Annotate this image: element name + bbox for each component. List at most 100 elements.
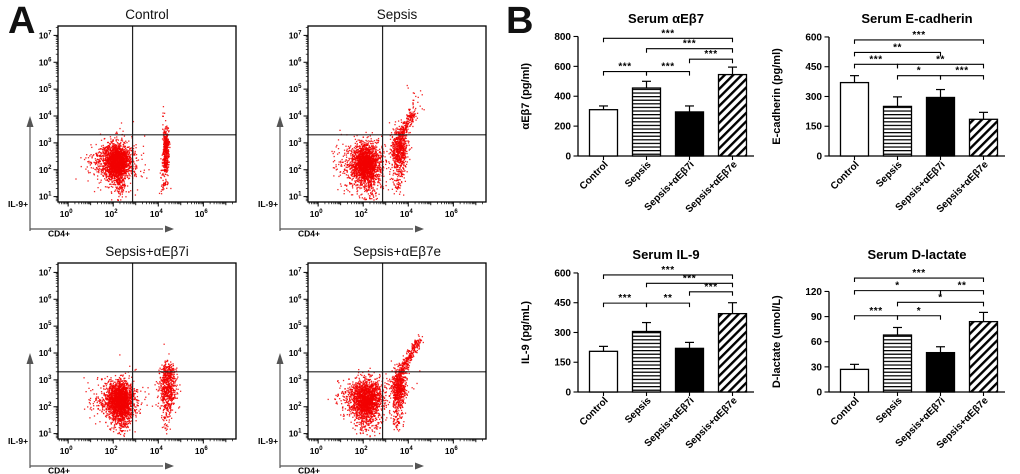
svg-text:106: 106 — [195, 209, 208, 219]
y-axis-arrow: IL-9+ — [258, 353, 284, 468]
svg-text:60: 60 — [811, 337, 823, 348]
svg-text:104: 104 — [150, 446, 163, 456]
svg-text:90: 90 — [811, 312, 823, 323]
svg-text:0: 0 — [816, 388, 822, 399]
svg-text:104: 104 — [39, 111, 52, 121]
bar-Control — [839, 368, 870, 393]
y-axis-label: αEβ7 (pg/ml) — [520, 63, 532, 130]
svg-text:IL-9+: IL-9+ — [8, 436, 28, 446]
bar-Control — [588, 350, 619, 393]
svg-text:102: 102 — [355, 209, 368, 219]
svg-text:101: 101 — [289, 192, 302, 202]
svg-text:106: 106 — [39, 57, 52, 67]
panel-a-flow-grid: 101 102 103 104 105 106 107 100 102 104 106 IL-9+ CD… — [6, 0, 506, 474]
quadrant-gate-lines — [58, 26, 236, 202]
svg-text:800: 800 — [554, 32, 571, 43]
flow-plot-title: Control — [125, 7, 169, 22]
flow-scatter-points — [309, 27, 485, 201]
x-axis-ticks: 100 102 104 106 — [58, 202, 233, 219]
svg-text:101: 101 — [39, 192, 52, 202]
category-label: Sepsis — [874, 395, 905, 426]
y-axis-ticks: 101 102 103 104 105 106 107 — [39, 26, 58, 202]
bar-Sepsis+αEβ7e — [717, 312, 748, 393]
svg-text:600: 600 — [554, 62, 571, 73]
svg-text:105: 105 — [39, 84, 52, 94]
significance-label: ** — [958, 281, 967, 292]
flow-plot-axes: 101 102 103 104 105 106 107 100 102 104 106 IL-9+ CD… — [258, 25, 487, 239]
svg-text:103: 103 — [289, 375, 302, 385]
significance-label: * — [938, 292, 942, 303]
svg-text:CD4+: CD4+ — [298, 466, 320, 474]
significance-label: *** — [704, 49, 717, 60]
significance-label: * — [917, 66, 921, 77]
svg-text:106: 106 — [445, 209, 458, 219]
significance-label: *** — [869, 54, 882, 65]
significance-label: *** — [618, 62, 631, 73]
bar-Sepsis+αEβ7e — [968, 320, 999, 393]
x-axis-arrow: CD4+ — [280, 462, 424, 474]
flow-plot-sepsis: 101 102 103 104 105 106 107 100 102 104 106 IL-9+ CD… — [256, 0, 506, 239]
y-axis: 0 30 60 90 120 D-lactate (umol/L) — [771, 287, 830, 399]
svg-text:106: 106 — [195, 446, 208, 456]
y-axis-ticks: 101 102 103 104 105 106 107 — [289, 263, 308, 439]
svg-text:107: 107 — [289, 30, 302, 40]
bar-Sepsis — [882, 105, 913, 157]
flow-scatter-points — [59, 27, 235, 201]
y-axis-label: IL-9 (pg/mL) — [520, 301, 532, 364]
svg-text:103: 103 — [39, 375, 52, 385]
quadrant-gate-lines — [308, 263, 486, 439]
bar-chart-serum-d-lactate: Serum D-lactate 0 30 60 90 120 D-lactate (umol… — [763, 242, 1014, 472]
significance-label: *** — [912, 30, 925, 41]
svg-text:107: 107 — [39, 267, 52, 277]
significance-label: *** — [661, 28, 674, 39]
panel-b-label: B — [506, 0, 534, 42]
significance-label: ** — [664, 293, 673, 304]
chart-title: Serum IL-9 — [632, 247, 699, 262]
svg-text:CD4+: CD4+ — [298, 229, 320, 238]
significance-label: *** — [704, 282, 717, 293]
significance-label: *** — [661, 265, 674, 276]
svg-text:103: 103 — [39, 138, 52, 148]
svg-text:102: 102 — [105, 446, 118, 456]
significance-label: *** — [661, 62, 674, 73]
svg-text:120: 120 — [805, 287, 822, 298]
svg-text:103: 103 — [289, 138, 302, 148]
x-axis-arrow: CD4+ — [30, 462, 174, 474]
svg-text:200: 200 — [554, 122, 571, 133]
significance-label: ** — [893, 42, 902, 53]
svg-text:106: 106 — [39, 294, 52, 304]
plot-frame — [307, 25, 487, 203]
svg-text:105: 105 — [289, 321, 302, 331]
svg-text:300: 300 — [805, 92, 822, 103]
bar-chart-serum-il9: Serum IL-9 0 150 300 450 600 IL-9 (pg/mL) Contr… — [512, 242, 763, 472]
svg-text:450: 450 — [554, 298, 571, 309]
bar-Sepsis+αEβ7e — [717, 73, 748, 157]
flow-plot-axes: 101 102 103 104 105 106 107 100 102 104 106 IL-9+ CD… — [258, 262, 487, 474]
significance-label: *** — [869, 306, 882, 317]
y-axis-label: E-cadherin (pg/ml) — [771, 48, 783, 145]
svg-text:105: 105 — [39, 321, 52, 331]
category-label: Sepsis — [874, 159, 905, 190]
bar-Sepsis+αEβ7i — [925, 96, 956, 157]
flow-plot-axes-wrap: 101 102 103 104 105 106 107 100 102 104 106 IL-9+ CD… — [6, 237, 256, 474]
svg-text:400: 400 — [554, 92, 571, 103]
panel-b-chart-grid: Serum αEβ7 0 200 400 600 800 αEβ7 (pg/ml) Contr… — [512, 6, 1014, 472]
svg-text:100: 100 — [310, 446, 323, 456]
svg-text:104: 104 — [289, 111, 302, 121]
svg-text:30: 30 — [811, 362, 823, 373]
flow-plot-axes-wrap: 101 102 103 104 105 106 107 100 102 104 106 IL-9+ CD… — [256, 237, 506, 474]
flow-plot-sepsis-aeb7i: 101 102 103 104 105 106 107 100 102 104 106 IL-9+ CD… — [6, 237, 256, 474]
flow-plot-control: 101 102 103 104 105 106 107 100 102 104 106 IL-9+ CD… — [6, 0, 256, 239]
plot-frame — [57, 262, 237, 440]
y-axis: 0 150 300 450 600 IL-9 (pg/mL) — [520, 268, 579, 399]
svg-text:IL-9+: IL-9+ — [258, 199, 278, 209]
flow-plot-axes-wrap: 101 102 103 104 105 106 107 100 102 104 106 IL-9+ CD… — [256, 0, 506, 239]
bar-chart-svg: Serum IL-9 0 150 300 450 600 IL-9 (pg/mL) Contr… — [520, 247, 754, 451]
category-label: Control — [829, 395, 862, 428]
svg-text:106: 106 — [289, 57, 302, 67]
flow-plot-axes: 101 102 103 104 105 106 107 100 102 104 106 IL-9+ CD… — [8, 25, 237, 239]
svg-text:105: 105 — [289, 84, 302, 94]
x-axis-ticks: 100 102 104 106 — [308, 439, 483, 456]
svg-text:102: 102 — [289, 165, 302, 175]
